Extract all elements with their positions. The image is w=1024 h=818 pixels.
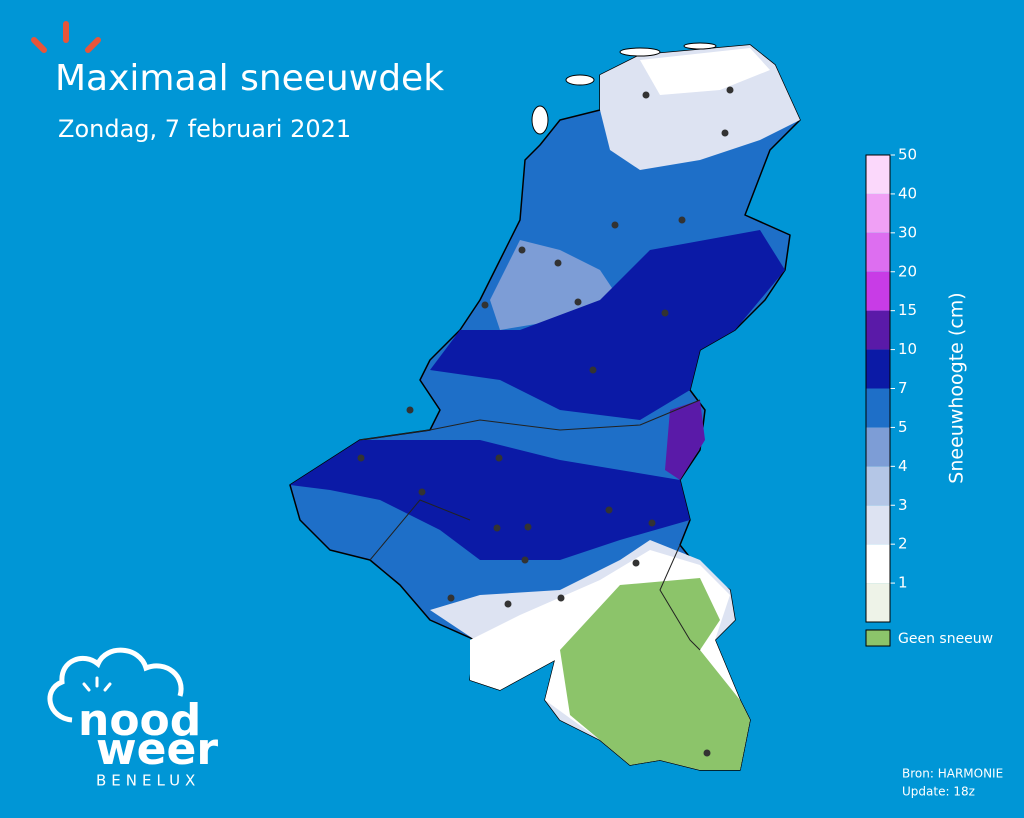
- colorbar-tick-label: 10: [898, 340, 917, 358]
- logo-rays: [31, 21, 101, 53]
- colorbar-segment: [866, 505, 890, 545]
- colorbar-tick-label: 2: [898, 535, 908, 553]
- colorbar-tick-label: 15: [898, 301, 917, 319]
- logo-sun: [82, 676, 112, 692]
- borders: [359, 399, 701, 651]
- colorbar-tick-label: 5: [898, 418, 908, 436]
- colorbar-segment: [866, 583, 890, 622]
- colorbar-tick-label: 1: [898, 574, 908, 592]
- colorbar-frame: [865, 154, 891, 623]
- colorbar-tick-label: 7: [898, 379, 908, 397]
- logo-cloud: [47, 647, 184, 723]
- colorbar-segment: [866, 232, 890, 272]
- colorbar-tick-label: 4: [898, 457, 908, 475]
- legend-swatch: [865, 629, 891, 647]
- colorbar-segment: [866, 271, 890, 311]
- colorbar-segment: [866, 193, 890, 233]
- colorbar: 1 2 3 4 5 7 10 15 20 30 40 50: [865, 146, 917, 623]
- colorbar-segment: [866, 466, 890, 506]
- snow-white-north: [640, 48, 770, 95]
- colorbar-tick-label: 3: [898, 496, 908, 514]
- colorbar-tick-label: 40: [898, 184, 917, 202]
- snow-dark-center: [430, 230, 785, 420]
- colorbar-segment: [866, 155, 890, 194]
- colorbar-segment: [866, 349, 890, 389]
- islands: [531, 42, 717, 135]
- source-line: Update: 18z: [902, 785, 975, 799]
- colorbar-segment: [866, 427, 890, 467]
- logo-text: weer: [96, 724, 218, 775]
- map: [289, 42, 801, 771]
- logo-text: nood: [78, 695, 201, 746]
- colorbar-label: Sneeuwhoogte (cm): [946, 292, 968, 483]
- colorbar-tick-label: 20: [898, 262, 917, 280]
- colorbar-segment: [866, 310, 890, 350]
- subtitle: Zondag, 7 februari 2021: [58, 115, 351, 143]
- city-dots: [357, 86, 734, 757]
- legend-label: Geen sneeuw: [898, 631, 993, 647]
- source-line: Bron: HARMONIE: [902, 767, 1003, 781]
- colorbar-segment: [866, 544, 890, 584]
- logo-tagline: BENELUX: [96, 772, 200, 790]
- colorbar-tick-label: 30: [898, 223, 917, 241]
- snow-purple: [665, 400, 705, 480]
- colorbar-segment: [866, 388, 890, 428]
- colorbar-tick-label: 50: [898, 146, 917, 164]
- title: Maximaal sneeuwdek: [55, 58, 444, 99]
- no-snow-area: [560, 578, 750, 770]
- snow-dark-belgium: [290, 440, 690, 560]
